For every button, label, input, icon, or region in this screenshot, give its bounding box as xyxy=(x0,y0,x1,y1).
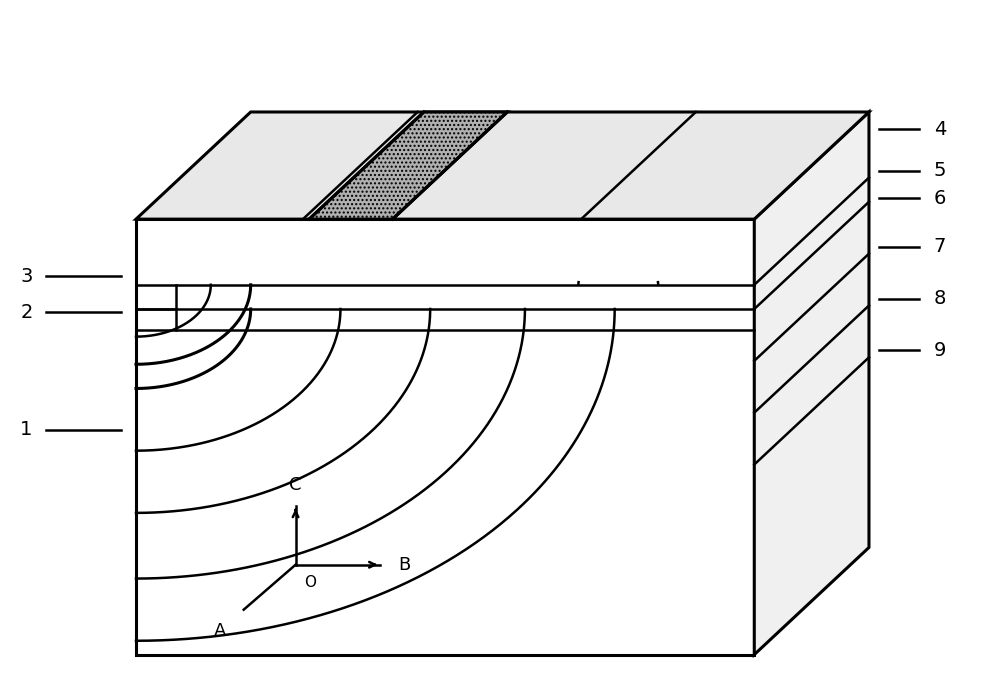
Text: C: C xyxy=(289,475,302,493)
Text: A: A xyxy=(213,622,226,640)
Polygon shape xyxy=(309,112,507,219)
Polygon shape xyxy=(754,112,869,654)
Polygon shape xyxy=(136,219,754,654)
Text: 1: 1 xyxy=(20,421,33,439)
Text: 3: 3 xyxy=(20,267,33,286)
Polygon shape xyxy=(136,112,869,219)
Text: B: B xyxy=(398,556,411,574)
Text: 2: 2 xyxy=(20,303,33,322)
Text: 5: 5 xyxy=(934,161,946,180)
Text: 7: 7 xyxy=(934,237,946,256)
Text: 4: 4 xyxy=(934,120,946,139)
Text: 8: 8 xyxy=(934,289,946,308)
Text: O: O xyxy=(305,575,317,590)
Text: 9: 9 xyxy=(934,341,946,360)
Text: 6: 6 xyxy=(934,189,946,208)
